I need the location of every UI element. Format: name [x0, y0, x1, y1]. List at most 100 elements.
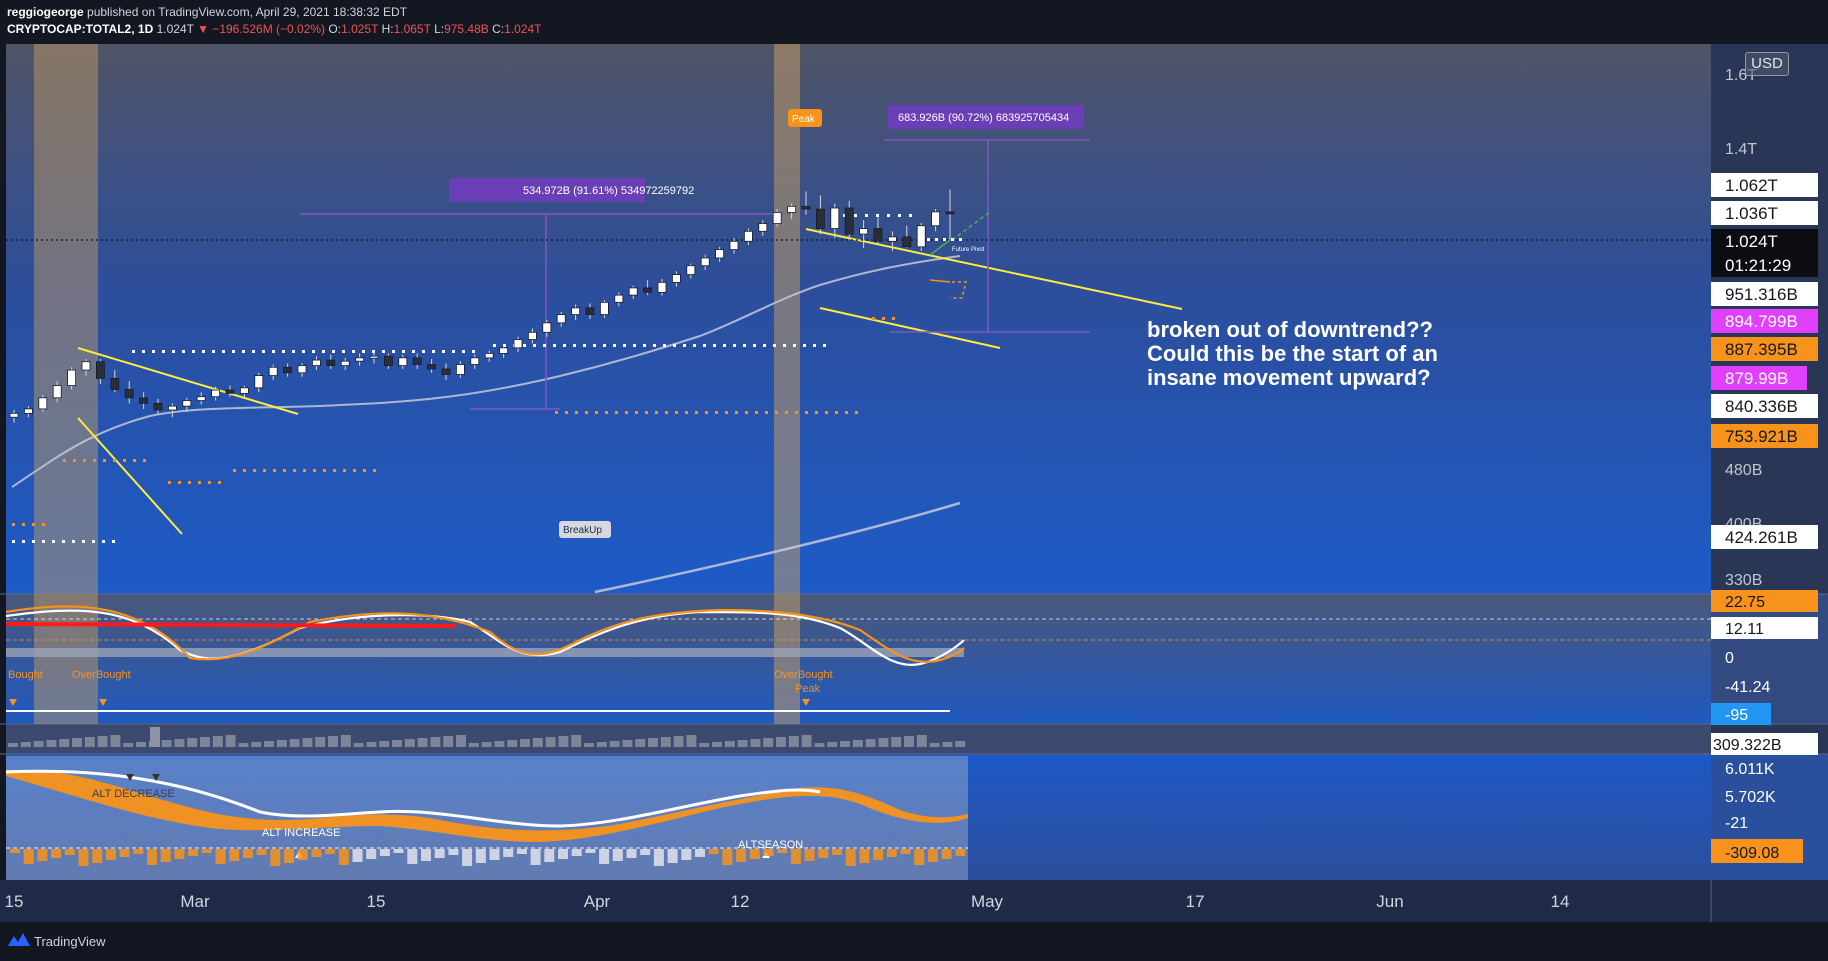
volume-bar [648, 738, 658, 747]
pivot-dot [32, 540, 35, 543]
candle-body [729, 240, 739, 251]
volume-bar [955, 741, 966, 747]
oscillator-red-segment [5, 622, 456, 628]
candle-body [571, 307, 580, 315]
pivot-dot [583, 344, 586, 347]
volume-pane[interactable] [6, 724, 1711, 754]
volume-bar [609, 741, 620, 747]
alt-bar [845, 849, 856, 866]
candle-body [67, 369, 76, 386]
pivot-dot [162, 350, 165, 353]
volume-bar [481, 742, 492, 747]
volume-bar [494, 741, 505, 747]
time-axis[interactable] [0, 880, 1828, 922]
moving-average-line [11, 255, 961, 488]
chart-header: reggiogeorge published on TradingView.co… [0, 0, 1828, 44]
candle-body [888, 236, 897, 242]
pivot-dot [92, 540, 95, 543]
candle-body [484, 352, 494, 359]
alt-white-line [5, 769, 821, 828]
candle-body [657, 281, 667, 293]
alt-bar [242, 849, 253, 858]
main-pane[interactable] [6, 44, 1711, 594]
pivot-dot [725, 411, 728, 414]
oscillator-scale[interactable] [1711, 594, 1828, 724]
candle-body [283, 366, 293, 374]
candle-body [715, 249, 724, 259]
oscillator-pane[interactable] [6, 594, 1711, 724]
price-label-box [1711, 394, 1818, 418]
pivot-dot [593, 344, 596, 347]
price-labels: 1.062T 1.036T 1.024T 01:21:29 951.316B 894.79… [1711, 173, 1818, 549]
tradingview-logo-icon[interactable] [6, 930, 32, 950]
candle-body [686, 265, 696, 275]
price-label-box [1711, 173, 1818, 197]
pivot-dot [263, 469, 266, 472]
x-tick-label: 14 [1551, 892, 1570, 911]
volume-bar [264, 741, 274, 747]
candle-body [801, 205, 811, 210]
oscillator-scale-label: -95 [1725, 707, 1748, 724]
volume-bar [212, 736, 223, 747]
candle-body [744, 230, 753, 242]
alt-bar [379, 849, 390, 856]
measure-label-bg [888, 105, 1084, 129]
pivot-dot [208, 481, 211, 484]
alt-bar [873, 849, 884, 860]
author-name[interactable]: reggiogeorge [7, 5, 84, 19]
oscillator-scale-box [1711, 617, 1818, 639]
volume-bar [635, 739, 646, 747]
x-tick-label: Jun [1376, 892, 1403, 911]
pivot-dot [625, 411, 628, 414]
alt-orange-area [6, 769, 968, 842]
candle-body [326, 359, 336, 367]
candles [9, 189, 955, 423]
currency-button[interactable]: USD [1745, 52, 1789, 76]
volume-bar [251, 742, 262, 747]
pivot-dot [152, 350, 155, 353]
price-label: 879.99B [1725, 369, 1788, 388]
price-label: 1.024T [1725, 232, 1778, 251]
tradingview-brand[interactable]: TradingView [34, 934, 106, 949]
pivot-dot [432, 350, 435, 353]
x-tick-label: 12 [731, 892, 750, 911]
pivot-dot [723, 344, 726, 347]
publisher-line: reggiogeorge published on TradingView.co… [7, 5, 407, 19]
pivot-dot [302, 350, 305, 353]
volume-bar [328, 736, 338, 747]
volume-bar [161, 740, 172, 747]
candle-body [758, 223, 768, 232]
pivot-dot [872, 317, 875, 320]
candle-body [153, 402, 163, 411]
alt-bar [325, 849, 336, 854]
alt-bar [51, 849, 62, 858]
drawing-layer [5, 105, 1711, 880]
pivot-dot [943, 238, 946, 241]
price-label-box [1711, 229, 1818, 253]
pivot-dot [392, 350, 395, 353]
candle-body [297, 365, 307, 374]
pivot-dot [565, 411, 568, 414]
pivot-dot [876, 214, 879, 217]
pivot-dot [603, 344, 606, 347]
volume-bar [187, 738, 198, 747]
volume-bar [123, 743, 134, 747]
pivot-dot [133, 459, 136, 462]
pivot-dot [735, 411, 738, 414]
alt-bar [352, 849, 363, 862]
chart-canvas[interactable]: 534.972B (91.61%) 534972259792 683.926B … [0, 44, 1828, 922]
alt-bar [78, 849, 89, 866]
symbol-name[interactable]: CRYPTOCAP:TOTAL2, 1D [7, 22, 154, 36]
measure-box-2 [884, 139, 1090, 333]
alt-bar [722, 849, 733, 865]
alt-bar [640, 849, 651, 855]
candle-body [254, 375, 264, 389]
volume-bar [814, 743, 825, 747]
candle-body [96, 361, 105, 379]
pivot-dot [813, 344, 816, 347]
alt-bar [612, 849, 623, 861]
pivot-dot [362, 350, 365, 353]
pivot-dot [805, 411, 808, 414]
pivot-dot [52, 540, 55, 543]
volume-bar [468, 743, 479, 747]
